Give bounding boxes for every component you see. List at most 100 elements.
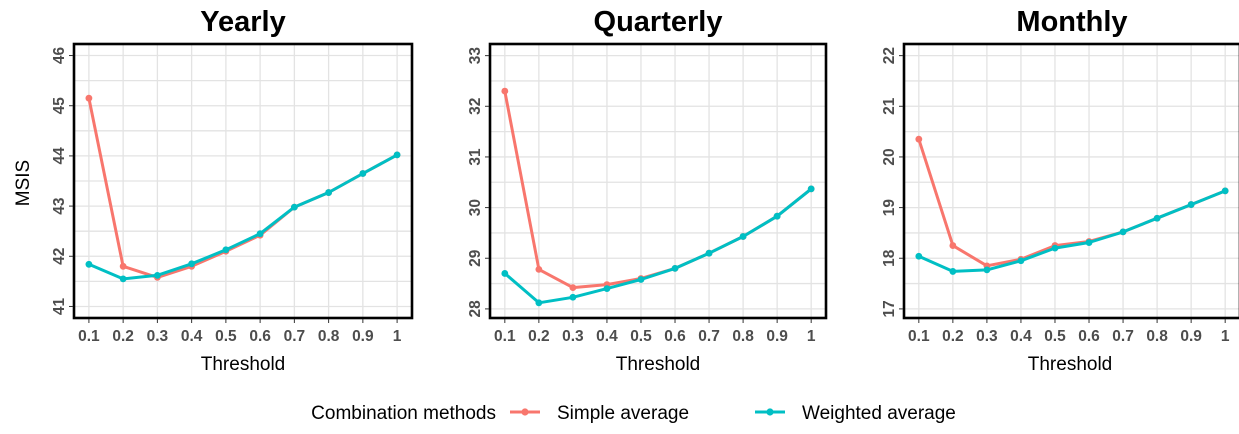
x-tick-label: 0.3 <box>562 328 584 345</box>
data-point-simple-average <box>501 87 509 95</box>
data-point-weighted-average <box>983 266 991 274</box>
x-tick-label: 0.6 <box>1078 328 1100 345</box>
x-tick-label: 1 <box>393 328 402 345</box>
data-point-simple-average <box>85 94 93 102</box>
x-tick-label: 1 <box>1221 328 1230 345</box>
data-point-weighted-average <box>705 249 713 257</box>
data-point-weighted-average <box>1187 201 1195 208</box>
panel-frame <box>72 42 414 320</box>
data-point-weighted-average <box>603 285 611 293</box>
x-tick-label: 0.4 <box>596 328 618 345</box>
x-tick-label: 0.9 <box>352 328 374 345</box>
x-tick-label: 0.6 <box>249 328 271 345</box>
data-point-weighted-average <box>256 230 264 238</box>
y-tick-label: 28 <box>467 300 484 318</box>
y-tick-label: 20 <box>881 148 898 165</box>
data-point-weighted-average <box>119 275 127 283</box>
data-point-weighted-average <box>359 170 367 177</box>
x-tick-label: 0.3 <box>147 328 169 345</box>
data-point-weighted-average <box>773 212 781 220</box>
data-point-weighted-average <box>85 260 93 268</box>
data-point-weighted-average <box>1221 187 1229 195</box>
series-line-weighted-average <box>88 153 398 281</box>
legend-marker-weighted-average <box>766 408 774 416</box>
x-tick-label: 0.9 <box>766 328 788 345</box>
y-tick-label: 18 <box>881 249 898 267</box>
y-tick-label: 44 <box>51 147 68 165</box>
x-tick-label: 0.5 <box>1044 328 1066 345</box>
panel-frame <box>488 42 828 320</box>
panel-title: Quarterly <box>594 6 723 38</box>
x-tick-label: 0.2 <box>942 328 964 345</box>
x-tick-label: 0.5 <box>215 328 237 345</box>
data-point-weighted-average <box>569 293 577 301</box>
x-tick-label: 0.6 <box>664 328 686 345</box>
legend-label-weighted-average: Weighted average <box>802 403 956 424</box>
data-point-weighted-average <box>393 151 401 159</box>
data-point-weighted-average <box>188 260 196 268</box>
legend-label-simple-average: Simple average <box>557 403 689 424</box>
data-point-simple-average <box>949 242 957 249</box>
legend: Combination methods Simple average Weigh… <box>311 403 956 424</box>
x-axis-label: Threshold <box>1028 354 1113 375</box>
x-tick-label: 0.1 <box>908 328 930 345</box>
x-tick-label: 0.4 <box>1010 328 1032 345</box>
data-point-simple-average <box>569 284 577 292</box>
y-tick-label: 29 <box>467 249 484 267</box>
y-tick-label: 19 <box>881 199 898 217</box>
y-tick-label: 42 <box>51 248 68 265</box>
data-point-weighted-average <box>915 252 923 260</box>
panel-frame <box>902 42 1239 320</box>
data-point-weighted-average <box>290 203 298 211</box>
series-line-weighted-average <box>503 187 813 305</box>
data-point-weighted-average <box>671 264 679 272</box>
x-tick-label: 0.3 <box>976 328 998 345</box>
panel-quarterly: Quarterly 0.1 0.2 0.3 0.4 0.5 0.6 0.7 0.8 0.9 1 28 2… <box>467 6 828 375</box>
series-line-weighted-average <box>918 189 1226 273</box>
data-point-weighted-average <box>739 233 747 240</box>
data-point-weighted-average <box>807 185 815 193</box>
panel-title: Monthly <box>1016 6 1127 38</box>
x-tick-label: 0.7 <box>1112 328 1134 345</box>
y-tick-label: 22 <box>881 47 898 64</box>
x-tick-label: 0.1 <box>78 328 100 345</box>
x-axis-label: Threshold <box>201 354 286 375</box>
data-point-weighted-average <box>1153 214 1161 222</box>
data-point-weighted-average <box>637 276 645 283</box>
legend-marker-simple-average <box>521 408 529 416</box>
y-tick-label: 21 <box>881 97 898 115</box>
y-axis-label: MSIS <box>13 160 34 206</box>
data-point-weighted-average <box>1085 239 1093 246</box>
x-tick-label: 0.2 <box>112 328 134 345</box>
x-tick-label: 0.5 <box>630 328 652 345</box>
x-tick-label: 0.9 <box>1180 328 1202 345</box>
data-point-weighted-average <box>501 270 509 277</box>
data-point-weighted-average <box>535 299 543 307</box>
x-tick-label: 0.8 <box>1146 328 1168 345</box>
x-tick-label: 0.8 <box>732 328 754 345</box>
panel-yearly: Yearly 0.1 0.2 0.3 0.4 0.5 0.6 0.7 0.8 0.9 1 41 42 43… <box>51 6 414 375</box>
series-line-simple-average <box>87 97 398 279</box>
x-tick-label: 0.7 <box>284 328 306 345</box>
legend-title: Combination methods <box>311 403 496 424</box>
data-point-weighted-average <box>222 246 230 254</box>
y-tick-label: 43 <box>51 197 68 215</box>
data-point-weighted-average <box>325 189 333 196</box>
x-tick-label: 0.1 <box>494 328 516 345</box>
y-tick-label: 45 <box>51 97 68 115</box>
data-point-simple-average <box>119 262 127 270</box>
x-tick-label: 0.4 <box>181 328 203 345</box>
data-point-weighted-average <box>1051 244 1059 252</box>
data-point-simple-average <box>535 265 543 273</box>
x-axis-label: Threshold <box>616 354 701 375</box>
y-tick-label: 32 <box>467 98 484 115</box>
x-tick-label: 1 <box>807 328 816 345</box>
y-tick-label: 46 <box>51 47 68 65</box>
panel-title: Yearly <box>200 6 285 38</box>
data-point-weighted-average <box>153 271 161 279</box>
data-point-weighted-average <box>949 268 957 275</box>
y-tick-label: 17 <box>881 300 898 317</box>
y-tick-label: 41 <box>51 297 68 315</box>
y-tick-label: 30 <box>467 199 484 216</box>
